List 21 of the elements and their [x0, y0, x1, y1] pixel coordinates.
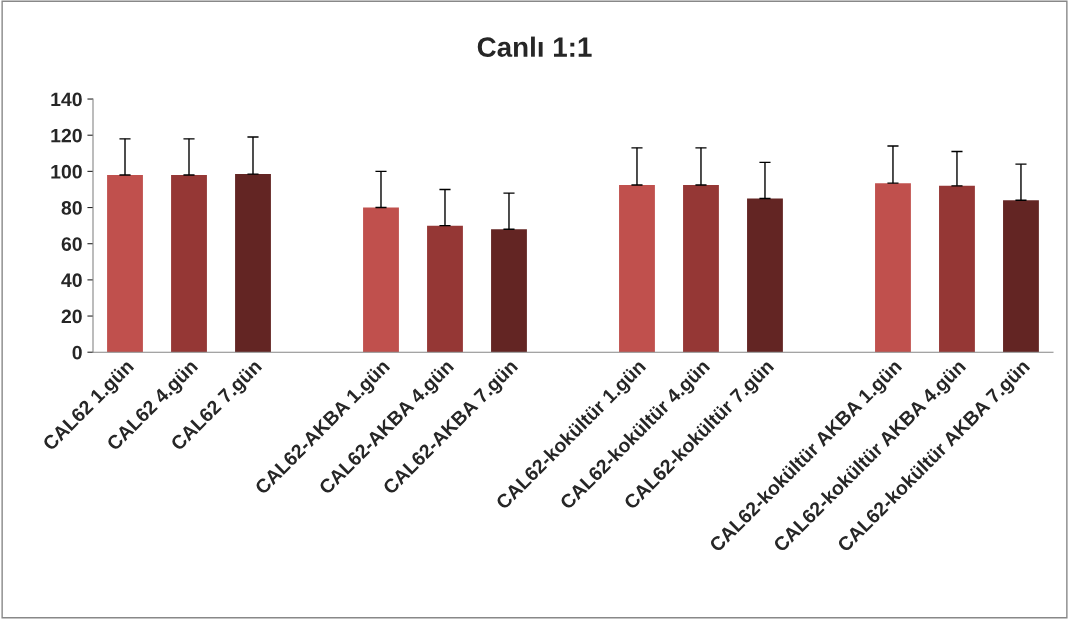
y-tick-label: 80 — [61, 201, 82, 215]
bar — [235, 174, 271, 353]
chart-title: Canlı 1:1 — [477, 36, 592, 57]
y-tick-label: 60 — [61, 237, 82, 251]
bar — [427, 225, 463, 353]
y-tick-label: 20 — [61, 309, 82, 324]
bar — [363, 207, 399, 353]
bar — [107, 174, 143, 353]
y-tick-label: 0 — [72, 345, 82, 360]
y-tick-label: 40 — [61, 273, 82, 288]
y-tick-label: 140 — [51, 92, 82, 107]
bar — [747, 198, 783, 353]
bar — [875, 183, 911, 353]
bar — [171, 174, 207, 353]
y-tick-label: 100 — [51, 164, 82, 179]
y-tick-label: 120 — [51, 128, 82, 143]
bar — [619, 184, 655, 353]
bar — [491, 229, 527, 353]
bar — [683, 184, 719, 353]
bar — [939, 185, 975, 353]
bar — [1003, 200, 1039, 353]
